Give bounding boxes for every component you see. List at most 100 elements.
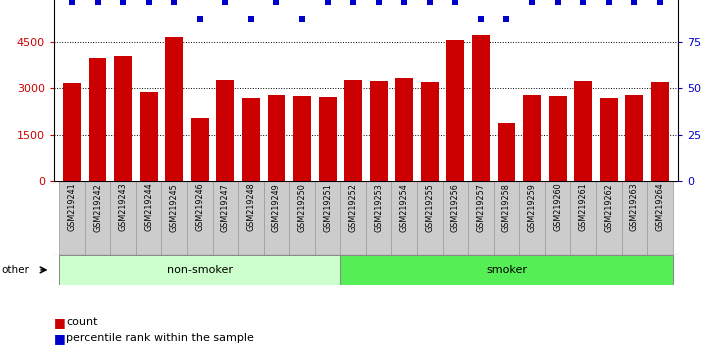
Bar xyxy=(165,37,183,181)
Text: GSM219241: GSM219241 xyxy=(68,183,76,232)
Point xyxy=(66,0,78,5)
Bar xyxy=(59,181,85,255)
Text: GSM219247: GSM219247 xyxy=(221,183,230,232)
Bar xyxy=(651,82,669,181)
Text: GSM219251: GSM219251 xyxy=(323,183,332,232)
Bar xyxy=(366,181,392,255)
Bar xyxy=(187,181,213,255)
Bar xyxy=(114,56,132,181)
Bar xyxy=(59,255,340,285)
Point xyxy=(552,0,563,5)
Bar xyxy=(315,181,340,255)
Text: GSM219253: GSM219253 xyxy=(374,183,383,232)
Bar xyxy=(162,181,187,255)
Text: ■: ■ xyxy=(54,332,66,344)
Bar xyxy=(519,181,545,255)
Text: GSM219262: GSM219262 xyxy=(604,183,614,232)
Text: GSM219255: GSM219255 xyxy=(425,183,434,232)
Text: GSM219264: GSM219264 xyxy=(655,183,664,232)
Point xyxy=(629,0,640,5)
Bar xyxy=(392,181,417,255)
Point xyxy=(348,0,359,5)
Point xyxy=(475,16,487,21)
Bar xyxy=(89,58,107,181)
Bar xyxy=(264,181,289,255)
Point xyxy=(143,0,154,5)
Text: GSM219243: GSM219243 xyxy=(118,183,128,232)
Text: GSM219250: GSM219250 xyxy=(298,183,306,232)
Text: GSM219252: GSM219252 xyxy=(349,183,358,232)
Bar xyxy=(421,82,439,181)
Text: GSM219244: GSM219244 xyxy=(144,183,153,232)
Text: GSM219254: GSM219254 xyxy=(399,183,409,232)
Point xyxy=(92,0,103,5)
Text: GSM219245: GSM219245 xyxy=(169,183,179,232)
Text: GSM219248: GSM219248 xyxy=(247,183,255,232)
Point xyxy=(399,0,410,5)
Point xyxy=(500,16,512,21)
Text: GSM219242: GSM219242 xyxy=(93,183,102,232)
Point xyxy=(118,0,129,5)
Point xyxy=(654,0,665,5)
Bar xyxy=(647,181,673,255)
Text: GSM219261: GSM219261 xyxy=(579,183,588,232)
Point xyxy=(373,0,384,5)
Bar xyxy=(63,83,81,181)
Bar xyxy=(497,123,516,181)
Point xyxy=(194,16,205,21)
Bar xyxy=(136,181,162,255)
Bar xyxy=(523,95,541,181)
Bar xyxy=(289,181,315,255)
Text: GSM219258: GSM219258 xyxy=(502,183,511,232)
Point xyxy=(270,0,282,5)
Bar xyxy=(549,96,567,181)
Bar xyxy=(340,255,673,285)
Text: other: other xyxy=(1,265,30,275)
Bar xyxy=(293,96,311,181)
Bar xyxy=(344,80,362,181)
Bar xyxy=(110,181,136,255)
Bar xyxy=(417,181,443,255)
Text: count: count xyxy=(66,317,98,327)
Text: GSM219249: GSM219249 xyxy=(272,183,281,232)
Text: GSM219246: GSM219246 xyxy=(195,183,204,232)
Point xyxy=(603,0,614,5)
Bar xyxy=(596,181,622,255)
Point xyxy=(296,16,308,21)
Text: GSM219260: GSM219260 xyxy=(553,183,562,232)
Bar xyxy=(545,181,570,255)
Point xyxy=(220,0,231,5)
Point xyxy=(322,0,333,5)
Bar xyxy=(574,81,592,181)
Bar xyxy=(472,35,490,181)
Bar xyxy=(625,95,643,181)
Point xyxy=(245,16,257,21)
Bar xyxy=(600,98,618,181)
Bar xyxy=(191,118,208,181)
Bar xyxy=(319,97,337,181)
Point xyxy=(526,0,538,5)
Bar xyxy=(340,181,366,255)
Text: percentile rank within the sample: percentile rank within the sample xyxy=(66,333,255,343)
Point xyxy=(578,0,589,5)
Bar xyxy=(443,181,468,255)
Point xyxy=(450,0,461,5)
Point xyxy=(169,0,180,5)
Bar xyxy=(370,81,388,181)
Text: non-smoker: non-smoker xyxy=(167,265,233,275)
Bar xyxy=(267,95,286,181)
Bar xyxy=(213,181,238,255)
Text: GSM219256: GSM219256 xyxy=(451,183,460,232)
Bar xyxy=(395,78,413,181)
Bar xyxy=(570,181,596,255)
Text: GSM219263: GSM219263 xyxy=(629,183,639,232)
Bar xyxy=(216,80,234,181)
Bar xyxy=(242,98,260,181)
Bar xyxy=(622,181,647,255)
Bar xyxy=(238,181,264,255)
Text: ■: ■ xyxy=(54,316,66,329)
Point xyxy=(424,0,435,5)
Bar xyxy=(446,40,464,181)
Bar xyxy=(494,181,519,255)
Text: smoker: smoker xyxy=(486,265,527,275)
